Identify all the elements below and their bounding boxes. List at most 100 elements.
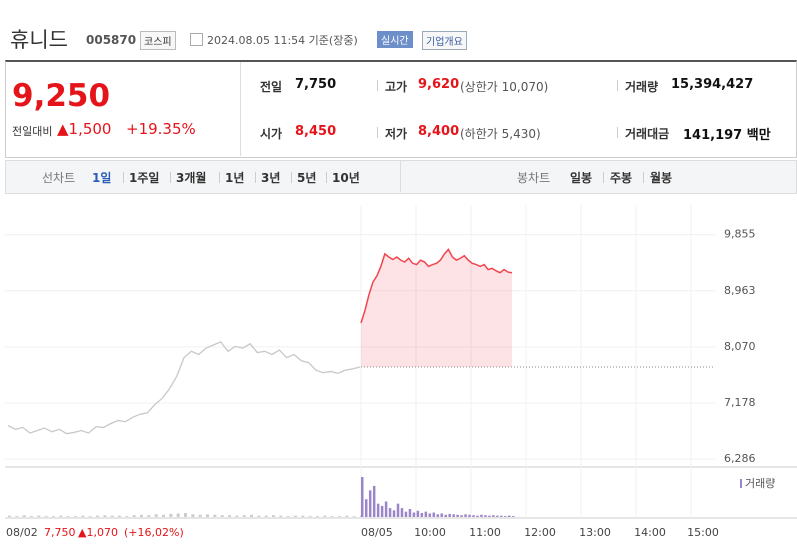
prev-summary-pct: (+16,02%): [124, 526, 184, 539]
x-tick-label: 13:00: [579, 526, 611, 539]
y-tick-label: 6,286: [724, 452, 756, 465]
period-tab[interactable]: 3개월: [176, 171, 207, 185]
period-tab[interactable]: 3년: [261, 171, 281, 185]
volume-legend-swatch: [740, 479, 742, 488]
volume-bar: [206, 514, 209, 517]
volume-bar: [364, 499, 368, 517]
stat-value: 8,450: [295, 124, 337, 139]
stat-value: 9,620: [418, 77, 460, 92]
volume-bar: [512, 516, 515, 517]
candle-chart-label: 봉차트: [517, 171, 551, 185]
tab-separator: [326, 172, 327, 183]
volume-bar: [242, 515, 246, 517]
volume-bar: [96, 515, 99, 517]
volume-bar: [74, 516, 77, 517]
volume-bar: [396, 503, 400, 517]
prev-day-line: [7, 341, 361, 435]
tab-divider: [400, 161, 401, 192]
period-tab[interactable]: 10년: [332, 171, 360, 185]
volume-bar: [52, 516, 55, 517]
volume-bar: [264, 515, 268, 517]
volume-bar: [476, 515, 479, 517]
period-tab[interactable]: 1일: [92, 171, 112, 185]
stat-label: 거래량: [625, 80, 659, 94]
stat-label: 거래대금: [625, 127, 670, 141]
prev-summary-price: 7,750: [44, 526, 76, 539]
volume-bar: [125, 516, 129, 517]
volume-bar: [8, 515, 11, 517]
period-tab[interactable]: 1주일: [129, 171, 160, 185]
x-tick-label: 11:00: [469, 526, 501, 539]
change: ▲1,500: [57, 120, 112, 138]
volume-bar: [140, 514, 143, 517]
stat-separator: [377, 80, 378, 91]
calendar-icon: [190, 33, 203, 46]
volume-bar: [376, 503, 380, 517]
volume-bar: [496, 515, 499, 517]
x-tick-label: 15:00: [687, 526, 719, 539]
tab-separator: [603, 172, 604, 183]
x-tick-label: 10:00: [414, 526, 446, 539]
realtime-badge[interactable]: 실시간: [377, 31, 413, 48]
volume-bar: [404, 511, 408, 517]
volume-bar: [352, 516, 356, 517]
company-info-button[interactable]: 기업개요: [422, 31, 467, 50]
stat-note: (상한가 10,070): [460, 80, 549, 94]
volume-bar: [30, 516, 33, 517]
current-price: 9,250: [12, 78, 111, 114]
volume-bar: [257, 515, 261, 517]
volume-bar: [468, 514, 471, 517]
tab-separator: [123, 172, 124, 183]
stat-label: 전일: [260, 80, 283, 94]
volume-bar: [444, 514, 447, 517]
volume-bar: [464, 514, 467, 517]
stat-separator: [377, 127, 378, 138]
volume-legend: 거래량: [745, 477, 775, 490]
price-panel: [5, 62, 241, 156]
prev-summary-change: ▲1,070: [78, 526, 118, 539]
volume-bar: [88, 516, 92, 517]
candle-tab[interactable]: 월봉: [650, 171, 673, 185]
tab-separator: [219, 172, 220, 183]
stat-label: 고가: [385, 80, 408, 94]
change-label: 전일대비: [12, 125, 53, 138]
volume-bar: [448, 513, 451, 517]
volume-bar: [408, 509, 412, 517]
x-tick-label: 14:00: [634, 526, 666, 539]
volume-bar: [15, 516, 19, 517]
volume-bar: [368, 490, 372, 517]
period-tab[interactable]: 5년: [297, 171, 317, 185]
volume-bar: [66, 516, 70, 517]
volume-bar: [118, 515, 121, 517]
volume-bar: [472, 515, 475, 517]
today-line: [360, 248, 513, 324]
volume-bar: [235, 515, 239, 517]
market-badge: 코스피: [140, 31, 176, 50]
y-tick-label: 7,178: [724, 396, 756, 409]
candle-tab[interactable]: 일봉: [570, 171, 593, 185]
tab-separator: [170, 172, 171, 183]
volume-bar: [436, 514, 439, 517]
volume-bar: [484, 515, 487, 517]
volume-bar: [220, 515, 224, 517]
volume-bar: [110, 515, 114, 517]
volume-bar: [250, 514, 253, 517]
stat-separator: [617, 127, 618, 138]
volume-bar: [500, 515, 503, 517]
volume-bar: [460, 515, 463, 517]
volume-bar: [294, 515, 297, 517]
volume-bar: [492, 515, 495, 517]
stat-value: 7,750: [295, 77, 337, 92]
tab-separator: [255, 172, 256, 183]
tab-separator: [643, 172, 644, 183]
volume-bar: [132, 515, 136, 517]
period-tab[interactable]: 1년: [225, 171, 245, 185]
volume-bar: [361, 477, 364, 517]
stat-value: 8,400: [418, 124, 460, 139]
volume-bar: [412, 512, 416, 517]
candle-tab[interactable]: 주봉: [610, 171, 633, 185]
y-tick-label: 8,963: [724, 284, 756, 297]
volume-bar: [44, 516, 48, 517]
